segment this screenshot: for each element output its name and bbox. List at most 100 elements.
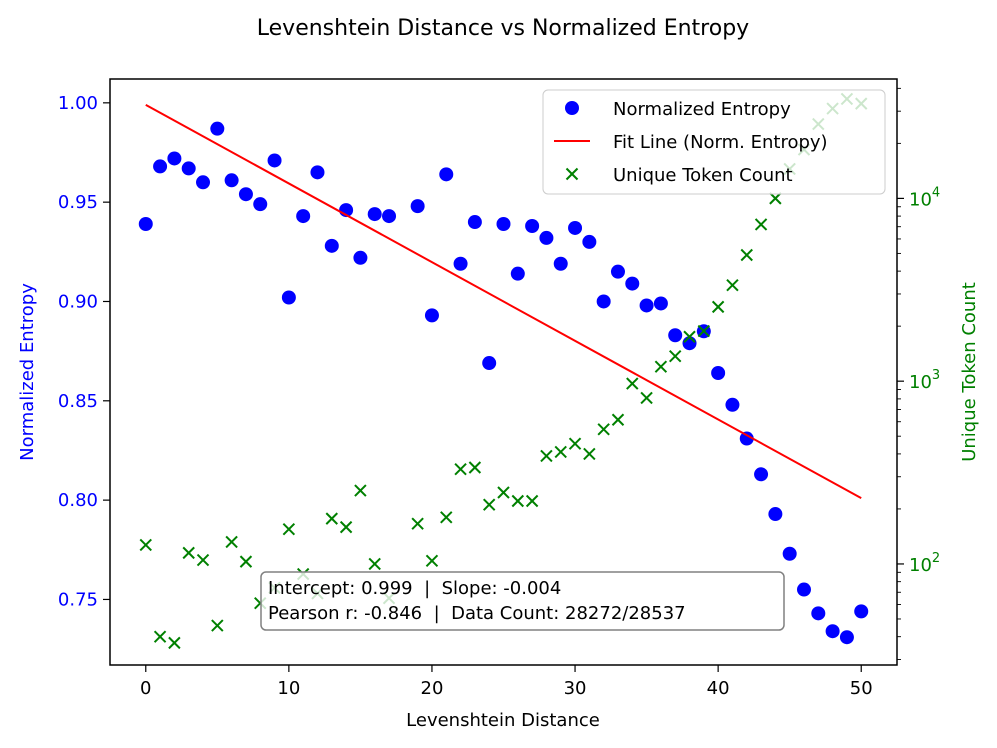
entropy-point [382,209,397,224]
entropy-point [582,234,597,249]
token-count-point [425,554,439,568]
entropy-point [238,187,253,202]
axes-frame [109,78,898,666]
entropy-point [610,264,625,279]
y-tick-label-left: 1.00 [58,93,98,114]
entropy-point [568,220,583,235]
token-count-point [168,636,181,650]
token-count-point [440,511,453,524]
annotation-line-1: Intercept: 0.999 | Slope: -0.004 [268,578,561,599]
x-tick-label: 50 [850,678,873,699]
token-count-point [139,538,152,552]
entropy-point [181,161,196,176]
y-tick-label-left: 0.95 [58,192,98,213]
y-tick-label-right: 104 [909,185,940,210]
token-count-point [654,360,668,373]
legend-marker-entropy [565,101,579,115]
token-count-point [225,535,238,549]
entropy-point [711,365,726,380]
legend-background [542,89,886,195]
entropy-point [525,218,540,233]
entropy-point [682,336,697,351]
token-count-point [583,447,596,461]
token-count-point [282,522,296,536]
entropy-point [539,230,554,245]
token-count-point [196,553,210,567]
entropy-point [796,582,811,597]
entropy-point [453,256,468,271]
token-count-point [669,349,682,363]
legend-label: Normalized Entropy [613,99,791,120]
legend-marker-tokens [565,167,579,181]
entropy-point [353,250,368,265]
token-count-point [597,423,610,436]
token-count-point [525,494,539,508]
y-tick-label-left: 0.85 [58,391,98,412]
token-count-point [211,619,224,632]
stats-annotation-box: Intercept: 0.999 | Slope: -0.004 Pearson… [260,571,785,631]
token-count-point [611,413,625,426]
legend-label: Unique Token Count [613,165,793,186]
entropy-point [496,217,511,232]
token-count-point [497,486,510,499]
entropy-point [210,121,225,136]
token-count-point [754,218,768,231]
fit-line [145,103,862,500]
x-tick-label: 0 [140,678,151,699]
entropy-point [196,175,211,190]
entropy-point [739,431,754,446]
token-count-point [354,484,367,497]
entropy-point [482,356,497,371]
token-count-point [740,248,753,262]
token-count-point [325,512,338,525]
token-count-point [454,462,467,476]
token-count-point [182,546,195,560]
entropy-point [825,624,840,639]
entropy-point [439,167,454,182]
y-tick-label-left: 0.80 [58,490,98,511]
chart-title: Levenshtein Distance vs Normalized Entro… [257,16,749,41]
token-count-point [683,330,696,343]
entropy-point [424,308,439,323]
y-tick-label-left: 0.75 [58,589,98,610]
token-count-point [711,300,725,314]
token-count-point [468,461,482,474]
entropy-point [367,207,382,222]
token-count-point [368,557,381,571]
entropy-point [310,165,325,180]
entropy-point [854,604,869,619]
entropy-point [138,217,153,232]
entropy-point [553,256,568,271]
entropy-point [768,507,783,522]
entropy-point [510,266,525,281]
token-count-point [697,324,711,338]
token-count-point [411,517,424,530]
y-tick-label-right: 102 [909,551,940,576]
entropy-point [224,173,239,188]
entropy-point [811,606,826,621]
entropy-point [839,630,854,645]
token-count-point [640,391,653,405]
legend: Normalized Entropy Fit Line (Norm. Entrop… [542,89,886,195]
entropy-point [668,328,683,343]
entropy-point [782,546,797,561]
y-tick-label-right: 103 [909,368,940,393]
entropy-point [639,298,654,313]
token-count-point [239,555,253,568]
token-count-point [540,449,553,463]
entropy-point [267,153,282,168]
entropy-point [467,215,482,230]
entropy-point [167,151,182,166]
y-axis-label-right: Unique Token Count [959,282,980,462]
entropy-point [253,197,268,212]
token-count-point [769,192,782,205]
x-tick-label: 20 [421,678,444,699]
entropy-point [324,238,339,253]
token-count-point [568,437,582,450]
annotation-line-2: Pearson r: -0.846 | Data Count: 28272/28… [268,603,686,624]
x-tick-label: 30 [564,678,587,699]
token-count-point [153,630,167,643]
entropy-point [653,296,668,311]
entropy-point [153,159,168,174]
